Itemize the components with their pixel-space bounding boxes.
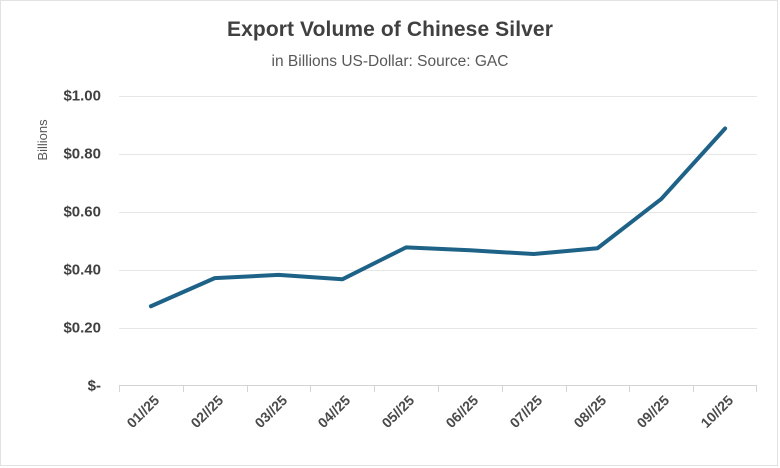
x-axis-tick: [501, 386, 503, 392]
gridline: [119, 328, 757, 329]
x-axis-tick: [438, 386, 439, 392]
chart-subtitle: in Billions US-Dollar: Source: GAC: [271, 53, 509, 70]
series-line-chinese-silver-export: [148, 126, 728, 309]
gridline: [119, 212, 757, 213]
series-polyline: [148, 126, 728, 309]
plot-area: [119, 96, 757, 392]
x-axis-tick-label: 06//25: [442, 392, 482, 431]
x-axis-tick-label: 02//25: [187, 392, 227, 431]
chart-title: Export Volume of Chinese Silver: [227, 18, 553, 41]
gridline: [119, 154, 757, 155]
x-axis-tick: [182, 386, 184, 392]
x-axis-tick-label: 05//25: [378, 392, 418, 431]
y-axis-tick-label: $1.00: [63, 87, 101, 105]
x-axis-tick-label: 09//25: [633, 392, 673, 431]
x-axis-tick: [119, 386, 120, 392]
x-axis-tick: [693, 386, 695, 392]
x-axis-tick: [629, 386, 631, 392]
x-axis-line: [119, 385, 757, 386]
x-axis-tick-label: 04//25: [314, 392, 354, 431]
x-axis-tick-label: 10//25: [697, 392, 737, 431]
y-axis-tick-labels: $- $0.20 $0.40 $0.60 $0.80 $1.00: [1, 88, 109, 395]
y-axis-tick-label: $0.80: [63, 145, 101, 163]
gridline: [119, 96, 757, 97]
x-axis-tick-label: 07//25: [506, 392, 546, 431]
x-axis-tick: [756, 386, 757, 392]
y-axis-tick-label: $-: [87, 377, 101, 395]
x-axis-tick: [246, 386, 248, 392]
x-axis-tick-label: 08//25: [569, 392, 609, 431]
x-axis-tick-labels: 01//25 02//25 03//25 04//25 05//25 06//25 07//…: [119, 392, 757, 464]
y-axis-tick-label: $0.20: [63, 319, 101, 337]
x-axis-tick: [374, 386, 376, 392]
x-axis-tick: [310, 386, 312, 392]
y-axis-tick-label: $0.60: [63, 203, 101, 221]
x-axis-tick-label: 03//25: [250, 392, 290, 431]
gridline: [119, 270, 757, 271]
x-axis-tick-label: 01//25: [123, 392, 163, 431]
y-axis-tick-label: $0.40: [63, 261, 101, 279]
x-axis-tick: [565, 386, 567, 392]
